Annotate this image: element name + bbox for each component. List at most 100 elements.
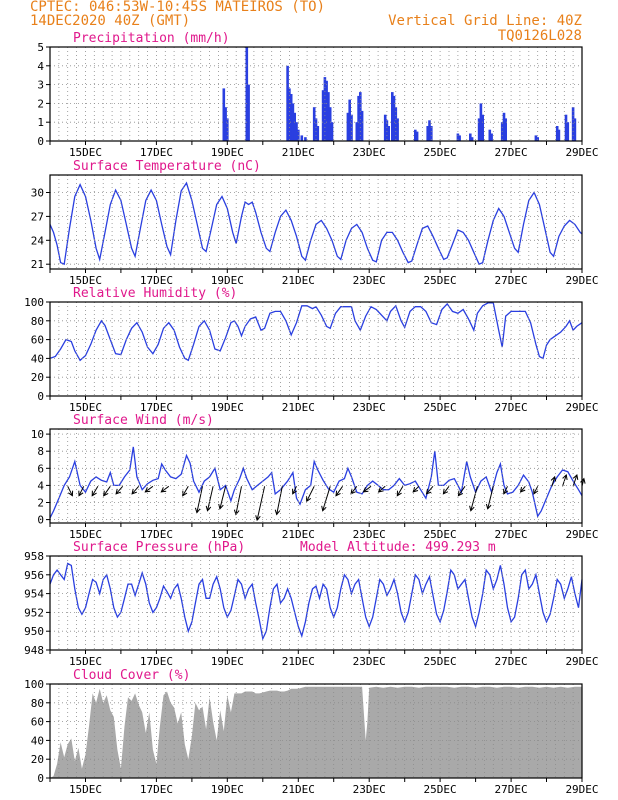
- chart-panel-6: Cloud Cover (%) 0 20 40 60 80 100 15DEC 17DEC 19D…: [24, 668, 598, 796]
- wind-arrow-head: [335, 490, 341, 497]
- y-tick-label: 40: [31, 734, 44, 747]
- x-tick-label: 21DEC: [282, 401, 315, 414]
- precip-bar: [502, 112, 506, 141]
- x-tick-label: 25DEC: [424, 655, 457, 668]
- wind-arrow: [551, 476, 556, 487]
- x-tick-label: 21DEC: [282, 146, 315, 159]
- precip-bar: [321, 90, 325, 141]
- precip-bar: [383, 114, 387, 141]
- panel-frame: [49, 301, 583, 397]
- y-tick-label: 1: [37, 116, 44, 129]
- wind-arrow: [103, 486, 111, 496]
- x-tick-label: 27DEC: [495, 655, 528, 668]
- wind-arrow-head: [362, 487, 369, 493]
- wind-arrow: [533, 486, 539, 495]
- chart-panel-2: Surface Temperature (nC) 21 24 27 30 15DEC 17D…: [31, 159, 599, 287]
- wind-arrow: [219, 486, 227, 509]
- wind-arrow: [292, 486, 297, 495]
- x-tick-label: 23DEC: [353, 655, 386, 668]
- y-tick-label: 950: [24, 625, 44, 638]
- wind-arrow: [562, 474, 567, 487]
- y-tick-label: 6: [37, 462, 44, 475]
- wind-arrow: [350, 485, 358, 495]
- wind-arrow-head: [205, 505, 212, 512]
- chart-panel-4: Surface Wind (m/s) 0 2 4 6 8 10 15DEC 17DEC 19DEC…: [31, 413, 599, 541]
- wind-arrow: [306, 486, 315, 502]
- wind-arrow-head: [533, 488, 539, 495]
- precip-bar: [245, 47, 249, 141]
- precip-bar: [224, 107, 227, 141]
- panel-frame: [49, 555, 583, 651]
- precip-bar: [456, 133, 460, 141]
- y-tick-label: 60: [31, 716, 44, 729]
- precip-bar: [348, 99, 351, 141]
- precip-bar: [490, 133, 493, 141]
- precip-bar: [222, 88, 226, 141]
- precip-bar: [566, 122, 570, 141]
- precip-bar: [392, 95, 396, 141]
- wind-arrow-head: [115, 488, 121, 495]
- precip-bar: [289, 94, 293, 141]
- y-tick-label: 27: [31, 210, 44, 223]
- x-tick-label: 17DEC: [140, 401, 173, 414]
- x-tick-label: 23DEC: [353, 401, 386, 414]
- precip-bar: [571, 107, 575, 141]
- y-tick-label: 0: [37, 390, 44, 403]
- panel-title: Surface Wind (m/s): [73, 413, 214, 428]
- wind-arrow-head: [572, 474, 579, 480]
- wind-arrow: [207, 486, 214, 511]
- precip-bar: [346, 112, 350, 141]
- y-tick-label: 24: [31, 234, 45, 247]
- y-tick-label: 21: [31, 258, 44, 271]
- precip-bar: [387, 126, 390, 141]
- wind-arrow-head: [292, 488, 298, 495]
- x-tick-label: 15DEC: [69, 655, 102, 668]
- x-tick-label: 25DEC: [424, 274, 457, 287]
- x-tick-label: 29DEC: [565, 528, 598, 541]
- x-tick-label: 23DEC: [353, 528, 386, 541]
- wind-arrow: [487, 486, 494, 509]
- wind-arrow: [67, 486, 73, 496]
- wind-arrow-head: [274, 509, 281, 516]
- wind-arrow: [426, 485, 434, 495]
- wind-arrow-head: [218, 503, 224, 510]
- y-tick-label: 8: [37, 445, 44, 458]
- precip-bar: [573, 118, 577, 141]
- panel-title: Cloud Cover (%): [73, 668, 190, 683]
- x-tick-label: 15DEC: [69, 146, 102, 159]
- wind-arrow-head: [469, 505, 475, 512]
- panel-annotation: Model Altitude: 499.293 m: [300, 540, 496, 555]
- precip-bar: [504, 118, 507, 141]
- wind-arrow: [78, 486, 85, 496]
- x-tick-label: 23DEC: [353, 146, 386, 159]
- panel-title: Relative Humidity (%): [73, 286, 237, 301]
- x-tick-label: 19DEC: [211, 274, 244, 287]
- x-tick-label: 25DEC: [424, 146, 457, 159]
- x-tick-label: 23DEC: [353, 274, 386, 287]
- x-tick-label: 29DEC: [565, 274, 598, 287]
- precip-bar: [360, 110, 364, 141]
- panels: Precipitation (mm/h) 0 1 2 3 4 5 15DEC 17DEC 19DE…: [24, 31, 598, 796]
- wind-arrow-head: [78, 490, 84, 497]
- wind-arrow-head: [457, 490, 464, 497]
- chart-panel-5: Surface Pressure (hPa) Model Altitude: 49…: [24, 540, 598, 668]
- wind-arrow: [378, 485, 386, 493]
- wind-arrow: [131, 485, 140, 495]
- wind-arrow-head: [131, 488, 137, 495]
- y-tick-label: 20: [31, 371, 44, 384]
- wind-arrow-head: [255, 515, 261, 522]
- x-tick-label: 27DEC: [495, 401, 528, 414]
- y-tick-label: 4: [37, 479, 44, 492]
- x-tick-label: 27DEC: [495, 146, 528, 159]
- wind-arrow-head: [396, 490, 402, 497]
- wind-arrow-head: [562, 474, 568, 480]
- precip-bar: [286, 65, 289, 141]
- wind-arrow-head: [519, 486, 526, 493]
- y-tick-label: 948: [24, 644, 44, 657]
- panel-title: Surface Pressure (hPa): [73, 540, 245, 555]
- precip-bar: [458, 135, 461, 141]
- y-tick-label: 956: [24, 569, 44, 582]
- precip-bar: [355, 122, 359, 141]
- y-tick-label: 954: [24, 588, 44, 601]
- precip-bar: [314, 118, 318, 141]
